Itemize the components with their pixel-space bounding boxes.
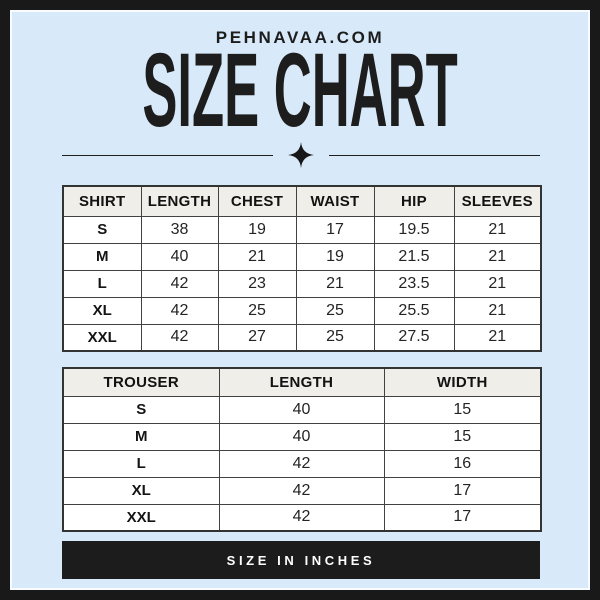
size-cell: M bbox=[62, 422, 220, 451]
value-cell: 15 bbox=[383, 422, 542, 451]
page-title-wrap: SIZE CHART bbox=[12, 33, 588, 149]
value-cell: 25 bbox=[217, 296, 297, 325]
trouser-header-row: TROUSER LENGTH WIDTH bbox=[62, 367, 542, 397]
value-cell: 21 bbox=[217, 242, 297, 271]
value-cell: 21 bbox=[453, 242, 542, 271]
value-cell: 27.5 bbox=[373, 323, 455, 352]
size-cell: XL bbox=[62, 296, 142, 325]
value-cell: 42 bbox=[218, 503, 385, 532]
value-cell: 21 bbox=[453, 296, 542, 325]
value-cell: 19.5 bbox=[373, 215, 455, 244]
sparkle-icon bbox=[273, 142, 329, 168]
size-cell: S bbox=[62, 215, 142, 244]
value-cell: 21 bbox=[295, 269, 375, 298]
column-header: TROUSER bbox=[62, 367, 220, 397]
value-cell: 15 bbox=[383, 395, 542, 424]
column-header: WIDTH bbox=[383, 367, 542, 397]
brand-name: PEHNAVAA.COM bbox=[215, 28, 385, 47]
table-row: XXL 42 17 bbox=[62, 503, 542, 532]
value-cell: 40 bbox=[218, 422, 385, 451]
table-row: XL 42 25 25 25.5 21 bbox=[62, 296, 542, 325]
value-cell: 17 bbox=[383, 503, 542, 532]
value-cell: 38 bbox=[140, 215, 219, 244]
size-cell: L bbox=[62, 449, 220, 478]
value-cell: 21.5 bbox=[373, 242, 455, 271]
value-cell: 27 bbox=[217, 323, 297, 352]
value-cell: 25 bbox=[295, 296, 375, 325]
size-cell: XL bbox=[62, 476, 220, 505]
value-cell: 42 bbox=[218, 449, 385, 478]
column-header: LENGTH bbox=[140, 185, 219, 217]
column-header: HIP bbox=[373, 185, 455, 217]
units-banner: SIZE IN INCHES bbox=[62, 541, 540, 579]
table-row: S 38 19 17 19.5 21 bbox=[62, 215, 542, 244]
table-row: XXL 42 27 25 27.5 21 bbox=[62, 323, 542, 352]
value-cell: 17 bbox=[383, 476, 542, 505]
divider-line-right bbox=[329, 154, 540, 156]
table-row: S 40 15 bbox=[62, 395, 542, 424]
value-cell: 42 bbox=[140, 323, 219, 352]
size-cell: M bbox=[62, 242, 142, 271]
value-cell: 21 bbox=[453, 323, 542, 352]
shirt-header-row: SHIRT LENGTH CHEST WAIST HIP SLEEVES bbox=[62, 185, 542, 217]
divider-line-left bbox=[62, 154, 273, 156]
table-row: M 40 15 bbox=[62, 422, 542, 451]
column-header: SHIRT bbox=[62, 185, 142, 217]
table-row: XL 42 17 bbox=[62, 476, 542, 505]
value-cell: 19 bbox=[295, 242, 375, 271]
column-header: SLEEVES bbox=[453, 185, 542, 217]
column-header: LENGTH bbox=[218, 367, 385, 397]
size-cell: XXL bbox=[62, 503, 220, 532]
value-cell: 19 bbox=[217, 215, 297, 244]
value-cell: 25 bbox=[295, 323, 375, 352]
size-cell: L bbox=[62, 269, 142, 298]
value-cell: 25.5 bbox=[373, 296, 455, 325]
table-row: M 40 21 19 21.5 21 bbox=[62, 242, 542, 271]
column-header: CHEST bbox=[217, 185, 297, 217]
value-cell: 42 bbox=[218, 476, 385, 505]
table-row: L 42 16 bbox=[62, 449, 542, 478]
trouser-size-table: TROUSER LENGTH WIDTH S 40 15 M 40 15 L bbox=[62, 367, 542, 532]
table-row: L 42 23 21 23.5 21 bbox=[62, 269, 542, 298]
value-cell: 21 bbox=[453, 215, 542, 244]
shirt-size-table: SHIRT LENGTH CHEST WAIST HIP SLEEVES S 3… bbox=[62, 185, 542, 352]
size-cell: S bbox=[62, 395, 220, 424]
units-banner-label: SIZE IN INCHES bbox=[226, 552, 376, 568]
page-title: SIZE CHART bbox=[142, 33, 458, 149]
value-cell: 23 bbox=[217, 269, 297, 298]
value-cell: 21 bbox=[453, 269, 542, 298]
size-cell: XXL bbox=[62, 323, 142, 352]
value-cell: 17 bbox=[295, 215, 375, 244]
value-cell: 42 bbox=[140, 269, 219, 298]
value-cell: 40 bbox=[140, 242, 219, 271]
value-cell: 42 bbox=[140, 296, 219, 325]
column-header: WAIST bbox=[295, 185, 375, 217]
poster-canvas: PEHNAVAA.COM SIZE CHART SHIRT LENGTH CHE bbox=[10, 10, 590, 590]
title-divider bbox=[62, 142, 540, 168]
value-cell: 23.5 bbox=[373, 269, 455, 298]
value-cell: 16 bbox=[383, 449, 542, 478]
value-cell: 40 bbox=[218, 395, 385, 424]
